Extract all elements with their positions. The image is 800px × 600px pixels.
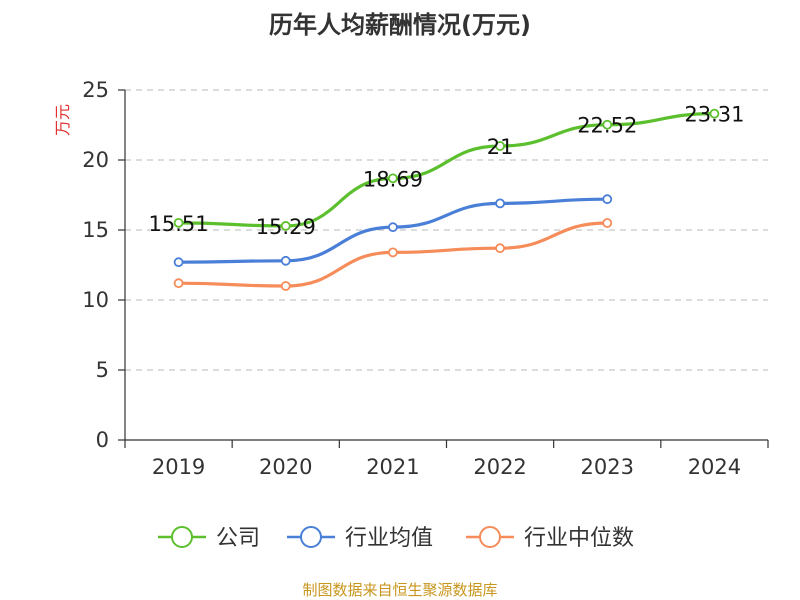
data-label: 15.29	[256, 215, 316, 239]
data-point	[388, 222, 398, 233]
legend-item[interactable]: 行业均值	[287, 526, 433, 551]
y-tick-label: 25	[82, 78, 109, 102]
data-point	[388, 173, 398, 184]
series-line	[176, 112, 717, 228]
y-tick-label: 10	[82, 288, 109, 312]
legend-label: 行业中位数	[524, 526, 634, 551]
x-tick-label: 2021	[366, 455, 419, 479]
data-label: 21	[487, 135, 514, 159]
legend-marker	[479, 526, 501, 548]
y-tick-label: 5	[96, 358, 109, 382]
axes: 0 5 10 15 20 25 2019 2020 2021 2022 2023 2024	[82, 78, 769, 479]
data-point	[173, 278, 184, 289]
legend-item[interactable]: 公司	[158, 526, 260, 551]
x-tick-label: 2019	[152, 455, 205, 479]
legend-label: 公司	[216, 526, 260, 551]
chart-title: 历年人均薪酬情况(万元)	[269, 11, 531, 39]
data-label: 18.69	[363, 167, 423, 191]
data-label: 22.52	[577, 114, 637, 138]
data-point	[602, 119, 613, 130]
data-point	[388, 247, 398, 258]
data-point	[495, 198, 505, 209]
legend-label: 行业均值	[345, 526, 433, 551]
x-tick-label: 2024	[688, 455, 741, 479]
source-note: 制图数据来自恒生聚源数据库	[302, 581, 497, 599]
data-point	[495, 243, 505, 254]
legend[interactable]: 公司 行业均值 行业中位数	[158, 526, 634, 551]
data-label: 15.51	[149, 212, 209, 236]
legend-item[interactable]: 行业中位数	[466, 526, 634, 551]
y-tick-label: 0	[96, 428, 109, 452]
data-point	[602, 194, 613, 205]
data-labels: 15.51 15.29 18.69 21 22.52 23.31	[149, 103, 745, 239]
data-point	[280, 221, 291, 231]
x-tick-label: 2022	[473, 455, 526, 479]
y-axis-label: 万元	[53, 104, 72, 136]
x-tick-label: 2020	[259, 455, 312, 479]
data-point	[495, 141, 505, 151]
data-label: 23.31	[684, 103, 744, 127]
data-point	[173, 257, 184, 268]
series-group	[173, 108, 720, 291]
legend-marker	[171, 526, 193, 548]
legend-marker	[300, 526, 322, 548]
data-point	[709, 108, 720, 119]
y-tick-label: 15	[82, 218, 109, 242]
data-point	[602, 218, 613, 228]
data-point	[173, 217, 184, 228]
gridlines	[125, 89, 768, 371]
x-tick-label: 2023	[581, 455, 634, 479]
data-point	[280, 255, 291, 266]
data-point	[280, 281, 291, 291]
y-tick-label: 20	[82, 148, 109, 172]
